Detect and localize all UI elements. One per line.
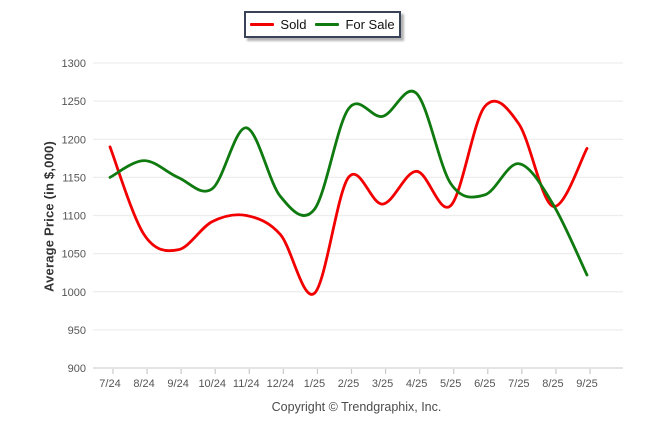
series-line-sold bbox=[108, 99, 589, 296]
x-tick-label: 9/24 bbox=[167, 378, 188, 390]
x-tick-label: 2/25 bbox=[338, 378, 359, 390]
legend-item-for-sale: For Sale bbox=[315, 17, 395, 32]
sold-line-swatch bbox=[250, 23, 275, 26]
y-tick-label: 1300 bbox=[62, 58, 86, 70]
y-tick-label: 1250 bbox=[62, 96, 86, 108]
y-tick-label: 1000 bbox=[62, 287, 86, 299]
legend-label-sold: Sold bbox=[280, 17, 307, 32]
x-tick-label: 5/25 bbox=[440, 378, 461, 390]
for-sale-line-swatch bbox=[315, 23, 340, 26]
x-tick-label: 10/24 bbox=[198, 378, 226, 390]
x-tick-label: 7/25 bbox=[508, 378, 529, 390]
x-tick-label: 8/24 bbox=[133, 378, 154, 390]
copyright-text: Copyright © Trendgraphix, Inc. bbox=[271, 400, 442, 414]
x-tick-label: 7/24 bbox=[99, 378, 120, 390]
x-tick-label: 9/25 bbox=[576, 378, 597, 390]
y-tick-label: 900 bbox=[68, 363, 86, 375]
y-tick-label: 1050 bbox=[62, 249, 86, 261]
y-tick-label: 950 bbox=[68, 325, 86, 337]
x-tick-label: 8/25 bbox=[542, 378, 563, 390]
legend-label-for-sale: For Sale bbox=[345, 17, 395, 32]
x-tick-label: 6/25 bbox=[474, 378, 495, 390]
x-tick-label: 1/25 bbox=[304, 378, 325, 390]
y-tick-label: 1100 bbox=[62, 211, 86, 223]
legend: Sold For Sale bbox=[244, 11, 401, 38]
x-tick-label: 4/25 bbox=[406, 378, 427, 390]
series-line-for-sale bbox=[108, 89, 589, 277]
x-tick-label: 12/24 bbox=[267, 378, 295, 390]
y-tick-label: 1200 bbox=[62, 134, 86, 146]
legend-item-sold: Sold bbox=[250, 17, 306, 32]
x-tick-label: 3/25 bbox=[372, 378, 393, 390]
y-tick-label: 1150 bbox=[62, 172, 86, 184]
x-tick-label: 11/24 bbox=[233, 378, 260, 390]
